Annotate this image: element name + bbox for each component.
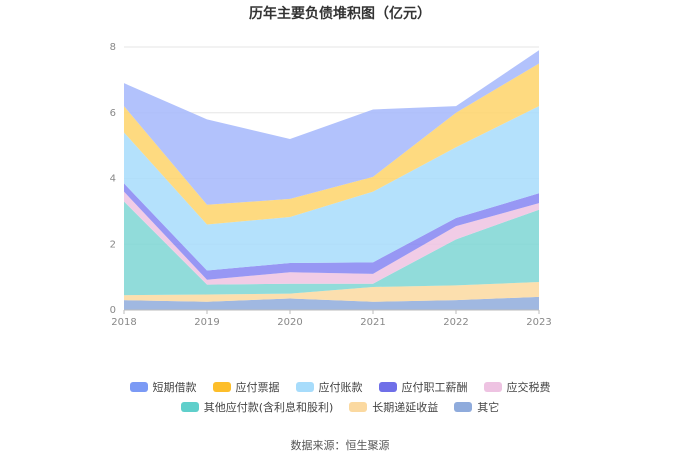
y-tick-label: 4 xyxy=(110,174,116,185)
area-series-0 xyxy=(124,296,539,310)
legend-item[interactable]: 其它 xyxy=(454,399,499,415)
x-tick-label: 2019 xyxy=(194,317,219,328)
legend-label: 其他应付款(含利息和股利) xyxy=(203,401,334,414)
legend-label: 长期递延收益 xyxy=(372,401,439,414)
chart-title: 历年主要负债堆积图（亿元） xyxy=(249,6,431,22)
legend-item[interactable]: 应交税费 xyxy=(483,379,551,395)
area-series-2 xyxy=(124,201,539,296)
legend-item[interactable]: 应付职工薪酬 xyxy=(378,379,468,395)
legend-swatch xyxy=(129,382,148,392)
area-series-3 xyxy=(124,191,539,285)
legend-swatch xyxy=(349,402,368,412)
x-tick-label: 2022 xyxy=(443,317,468,328)
x-tick-label: 2018 xyxy=(111,317,136,328)
legend-label: 应交税费 xyxy=(506,381,551,394)
legend-swatch xyxy=(212,382,231,392)
legend-row-1: 短期借款 应付票据 应付账款 应付职工薪酬 应交税费 xyxy=(0,379,680,395)
legend-swatch xyxy=(483,382,502,392)
y-tick-label: 2 xyxy=(110,239,116,250)
area-series-1 xyxy=(124,282,539,302)
data-source-note: 数据来源：恒生聚源 xyxy=(290,439,390,452)
legend-label: 应付票据 xyxy=(235,381,280,394)
legend-swatch xyxy=(180,402,199,412)
area-layer xyxy=(124,50,539,310)
legend-item[interactable]: 应付账款 xyxy=(295,379,363,395)
legend-item[interactable]: 其他应付款(含利息和股利) xyxy=(180,399,334,415)
legend-item[interactable]: 短期借款 xyxy=(129,379,197,395)
y-tick-label: 6 xyxy=(110,108,116,119)
legend-item[interactable]: 长期递延收益 xyxy=(349,399,438,415)
legend-label: 应付职工薪酬 xyxy=(401,381,468,394)
area-series-5 xyxy=(124,106,539,271)
legend-label: 短期借款 xyxy=(152,381,197,394)
legend-item[interactable]: 应付票据 xyxy=(212,379,280,395)
area-series-7 xyxy=(124,50,539,205)
x-tick-label: 2021 xyxy=(360,317,385,328)
legend-row-2: 其他应付款(含利息和股利) 长期递延收益 其它 xyxy=(0,399,680,415)
legend-swatch xyxy=(378,382,397,392)
legend-swatch xyxy=(295,382,314,392)
legend-swatch xyxy=(454,402,473,412)
axis-layer: 0 2 4 6 8 2018 2019 2020 2021 2022 2023 xyxy=(110,42,552,328)
legend-label: 其它 xyxy=(477,401,500,414)
x-tick-label: 2020 xyxy=(277,317,302,328)
area-series-6 xyxy=(124,63,539,225)
legend-label: 应付账款 xyxy=(318,381,363,394)
y-tick-label: 8 xyxy=(110,42,116,53)
y-tick-label: 0 xyxy=(110,305,116,316)
x-tick-label: 2023 xyxy=(526,317,551,328)
